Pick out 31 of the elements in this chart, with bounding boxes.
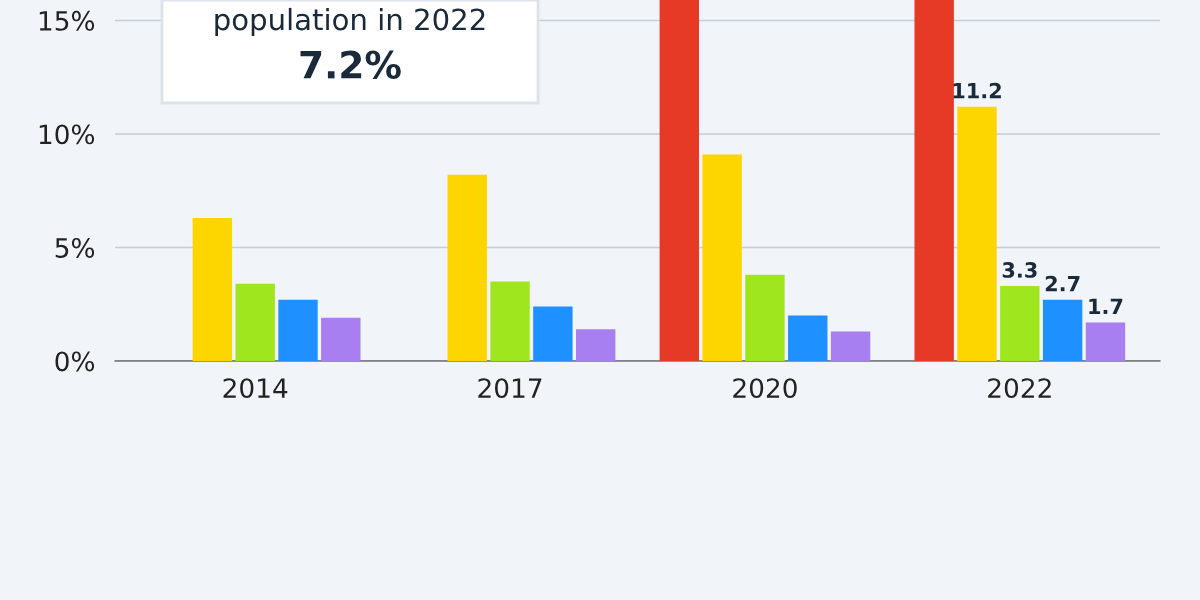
bar: [914, 0, 954, 361]
bar: [235, 283, 275, 361]
y-tick-label: 15%: [39, 10, 95, 31]
annotation: population in 2022: [215, 7, 485, 37]
annotation: 7.2%: [300, 50, 401, 79]
bar: [1000, 286, 1040, 361]
bar: [321, 317, 361, 361]
x-tick-label: 2014: [223, 378, 288, 399]
bar: [533, 306, 573, 361]
x-tick-label: 2022: [988, 378, 1051, 399]
bar: [745, 274, 785, 361]
bar: [788, 315, 828, 361]
bar: [702, 154, 742, 361]
bar: [659, 0, 699, 361]
y-tick-label: 10%: [39, 124, 95, 145]
y-tick-label: 0%: [55, 351, 95, 372]
bar: [576, 329, 616, 361]
bar: [830, 331, 871, 361]
data-label: 3.3: [1002, 262, 1037, 278]
bar: [1085, 322, 1126, 361]
bar: [1042, 299, 1083, 361]
bar: [490, 281, 530, 361]
x-tick-label: 2020: [733, 378, 797, 399]
bar: [447, 174, 487, 361]
x-tick-label: 2017: [478, 378, 542, 399]
bar: [278, 299, 318, 361]
data-label: 1.7: [1089, 298, 1123, 314]
bar: [957, 106, 997, 361]
data-label: 2.7: [1045, 275, 1080, 292]
bar: [192, 217, 233, 361]
y-tick-label: 5%: [55, 237, 95, 258]
